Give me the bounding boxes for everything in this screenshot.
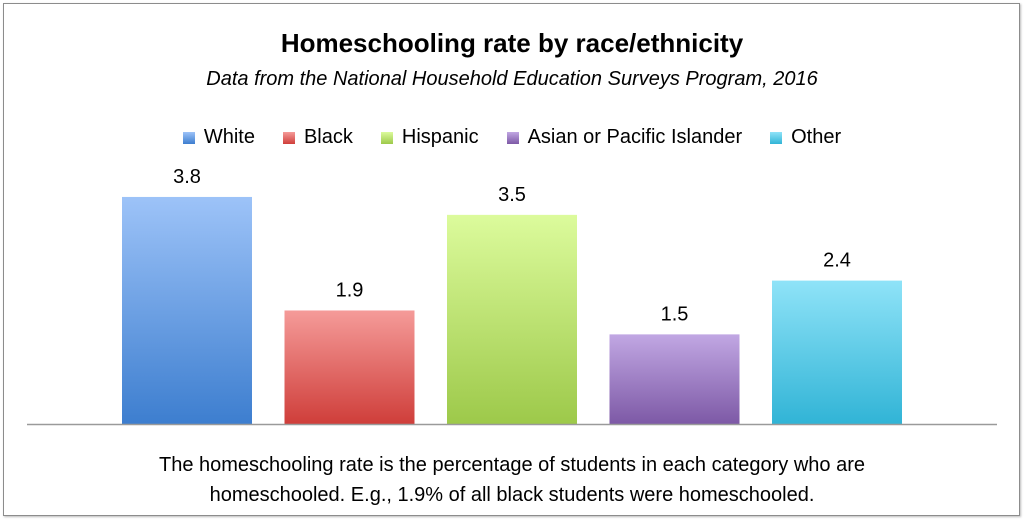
legend-item-other: Other [770,126,841,149]
data-label: 3.8 [173,166,201,188]
bar-white [122,196,252,424]
bar-other [772,280,902,424]
chart-note: The homeschooling rate is the percentage… [0,450,1024,510]
legend-swatch [380,131,393,144]
legend-swatch [506,131,519,144]
bar-asian-or-pacific-islander [609,334,740,424]
data-label: 1.5 [661,303,689,325]
chart-subtitle: Data from the National Household Educati… [206,68,818,90]
note-line: The homeschooling rate is the percentage… [159,454,865,476]
legend-swatch [282,131,295,144]
bar-black [284,310,415,424]
legend-item-asian: Asian or Pacific Islander [506,126,743,149]
note-line: homeschooled. E.g., 1.9% of all black st… [209,484,815,506]
legend-label: Other [791,126,842,148]
bar-hispanic [447,214,577,424]
legend-label: Black [303,126,353,148]
legend-label: Hispanic [401,126,479,148]
data-label: 3.5 [498,184,526,206]
data-label: 1.9 [336,279,364,301]
legend-item-black: Black [282,126,353,149]
legend: White Black Hispanic Asian or Pacific Is… [0,126,1024,149]
legend-swatch [770,131,783,144]
legend-label: Asian or Pacific Islander [527,126,743,148]
legend-item-white: White [182,126,255,149]
legend-item-hispanic: Hispanic [380,126,479,149]
data-label: 2.4 [823,250,851,272]
legend-label: White [203,126,255,148]
chart-title: Homeschooling rate by race/ethnicity [280,28,744,58]
legend-swatch [182,131,195,144]
chart-frame [3,3,1020,516]
